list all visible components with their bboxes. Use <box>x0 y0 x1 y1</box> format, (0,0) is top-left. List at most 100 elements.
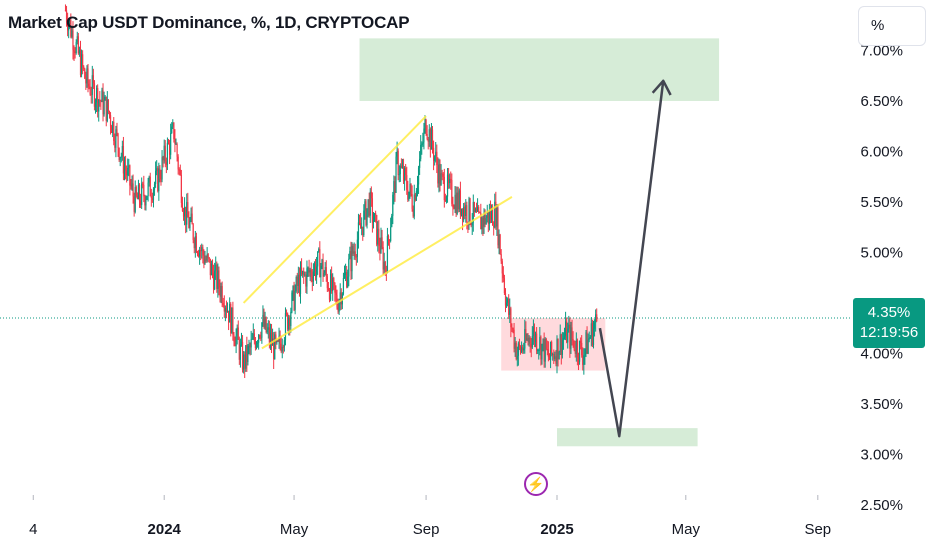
candle-body <box>364 201 366 211</box>
candle-body <box>73 49 75 52</box>
candle-body <box>294 290 296 310</box>
candle-body <box>252 333 254 339</box>
candle-body <box>413 194 415 217</box>
candle-body <box>277 340 279 342</box>
candle-body <box>552 354 554 356</box>
candle-body <box>275 334 277 343</box>
candle-body <box>362 226 364 236</box>
candle-body <box>507 298 509 303</box>
last-price-label: 4.35% 12:19:56 <box>853 298 925 348</box>
candle-body <box>588 338 590 340</box>
channel-line-0[interactable] <box>242 115 427 304</box>
candle-body <box>258 335 260 343</box>
candle-body <box>583 355 585 365</box>
candle-body <box>485 218 487 225</box>
candle-body <box>236 327 238 336</box>
candle-body <box>570 327 572 349</box>
candle-body <box>179 169 181 175</box>
flash-icon[interactable]: ⚡ <box>524 472 548 496</box>
candle-body <box>253 333 255 341</box>
candle-body <box>68 23 70 31</box>
candle-body <box>82 54 84 67</box>
candle-body <box>190 213 192 221</box>
candle-body <box>295 277 297 291</box>
candle-body <box>515 342 517 360</box>
zone-2[interactable] <box>557 428 698 447</box>
candle-body <box>493 225 495 228</box>
candle-body <box>520 347 523 352</box>
candle-body <box>572 338 574 341</box>
candle-body <box>283 340 286 348</box>
candle-body <box>192 224 194 240</box>
candle-body <box>578 340 581 362</box>
candle-body <box>395 156 397 193</box>
candle-body <box>451 179 453 204</box>
zone-0[interactable] <box>359 38 720 101</box>
candle-body <box>201 247 203 252</box>
candle-body <box>297 274 299 286</box>
candle-body <box>121 146 123 157</box>
candle-body <box>134 187 136 212</box>
candle-body <box>199 250 201 257</box>
candle-body <box>483 212 485 227</box>
candle-body <box>532 327 534 337</box>
candle-body <box>327 288 330 291</box>
candle-body <box>188 217 190 228</box>
candle-body <box>325 267 327 277</box>
candle-body <box>402 166 405 182</box>
candle-body <box>223 305 225 312</box>
candle-body <box>449 178 451 184</box>
candle-body <box>381 237 383 248</box>
candle-body <box>326 276 328 289</box>
unit-percent-button[interactable]: % <box>858 6 926 46</box>
candle-body <box>202 247 204 256</box>
candle-body <box>545 338 547 350</box>
candle-body <box>250 339 252 348</box>
candle-body <box>586 332 588 354</box>
candle-body <box>139 201 142 205</box>
candle-body <box>204 259 206 264</box>
candle-body <box>280 343 282 352</box>
candle-body <box>556 338 558 364</box>
candle-body <box>372 221 375 223</box>
candle-body <box>567 328 569 343</box>
candle-body <box>156 168 158 172</box>
candle-body <box>113 121 115 142</box>
candle-body <box>455 194 457 214</box>
candle-body <box>576 340 578 358</box>
candle-body <box>260 337 262 339</box>
candle-body <box>131 183 133 186</box>
candle-body <box>329 273 332 300</box>
candle-body <box>388 239 391 241</box>
candle-body <box>569 324 571 349</box>
candle-body <box>516 355 518 360</box>
candle-body <box>375 213 377 215</box>
candle-body <box>400 165 402 168</box>
candle-body <box>108 111 111 116</box>
candle-body <box>100 100 102 102</box>
candle-body <box>136 195 138 200</box>
candle-body <box>350 251 352 272</box>
candle-body <box>119 156 121 161</box>
candle-body <box>542 338 544 345</box>
candle-body <box>584 349 586 356</box>
candle-body <box>404 168 406 182</box>
candle-body <box>175 143 177 145</box>
candle-body <box>249 345 251 348</box>
candle-body <box>397 150 399 176</box>
candle-body <box>363 210 365 236</box>
channel-line-1[interactable] <box>261 196 513 350</box>
candle-body <box>145 199 147 206</box>
candle-body <box>473 202 475 212</box>
candle-body <box>171 126 173 134</box>
candle-body <box>577 357 580 362</box>
candle-body <box>466 205 468 223</box>
x-tick-label: May <box>280 521 309 538</box>
projection-path[interactable] <box>598 80 665 438</box>
candle-body <box>129 165 131 186</box>
candle-body <box>595 314 597 323</box>
candle-body <box>551 341 553 355</box>
candle-body <box>316 266 318 277</box>
candle-body <box>218 270 220 288</box>
